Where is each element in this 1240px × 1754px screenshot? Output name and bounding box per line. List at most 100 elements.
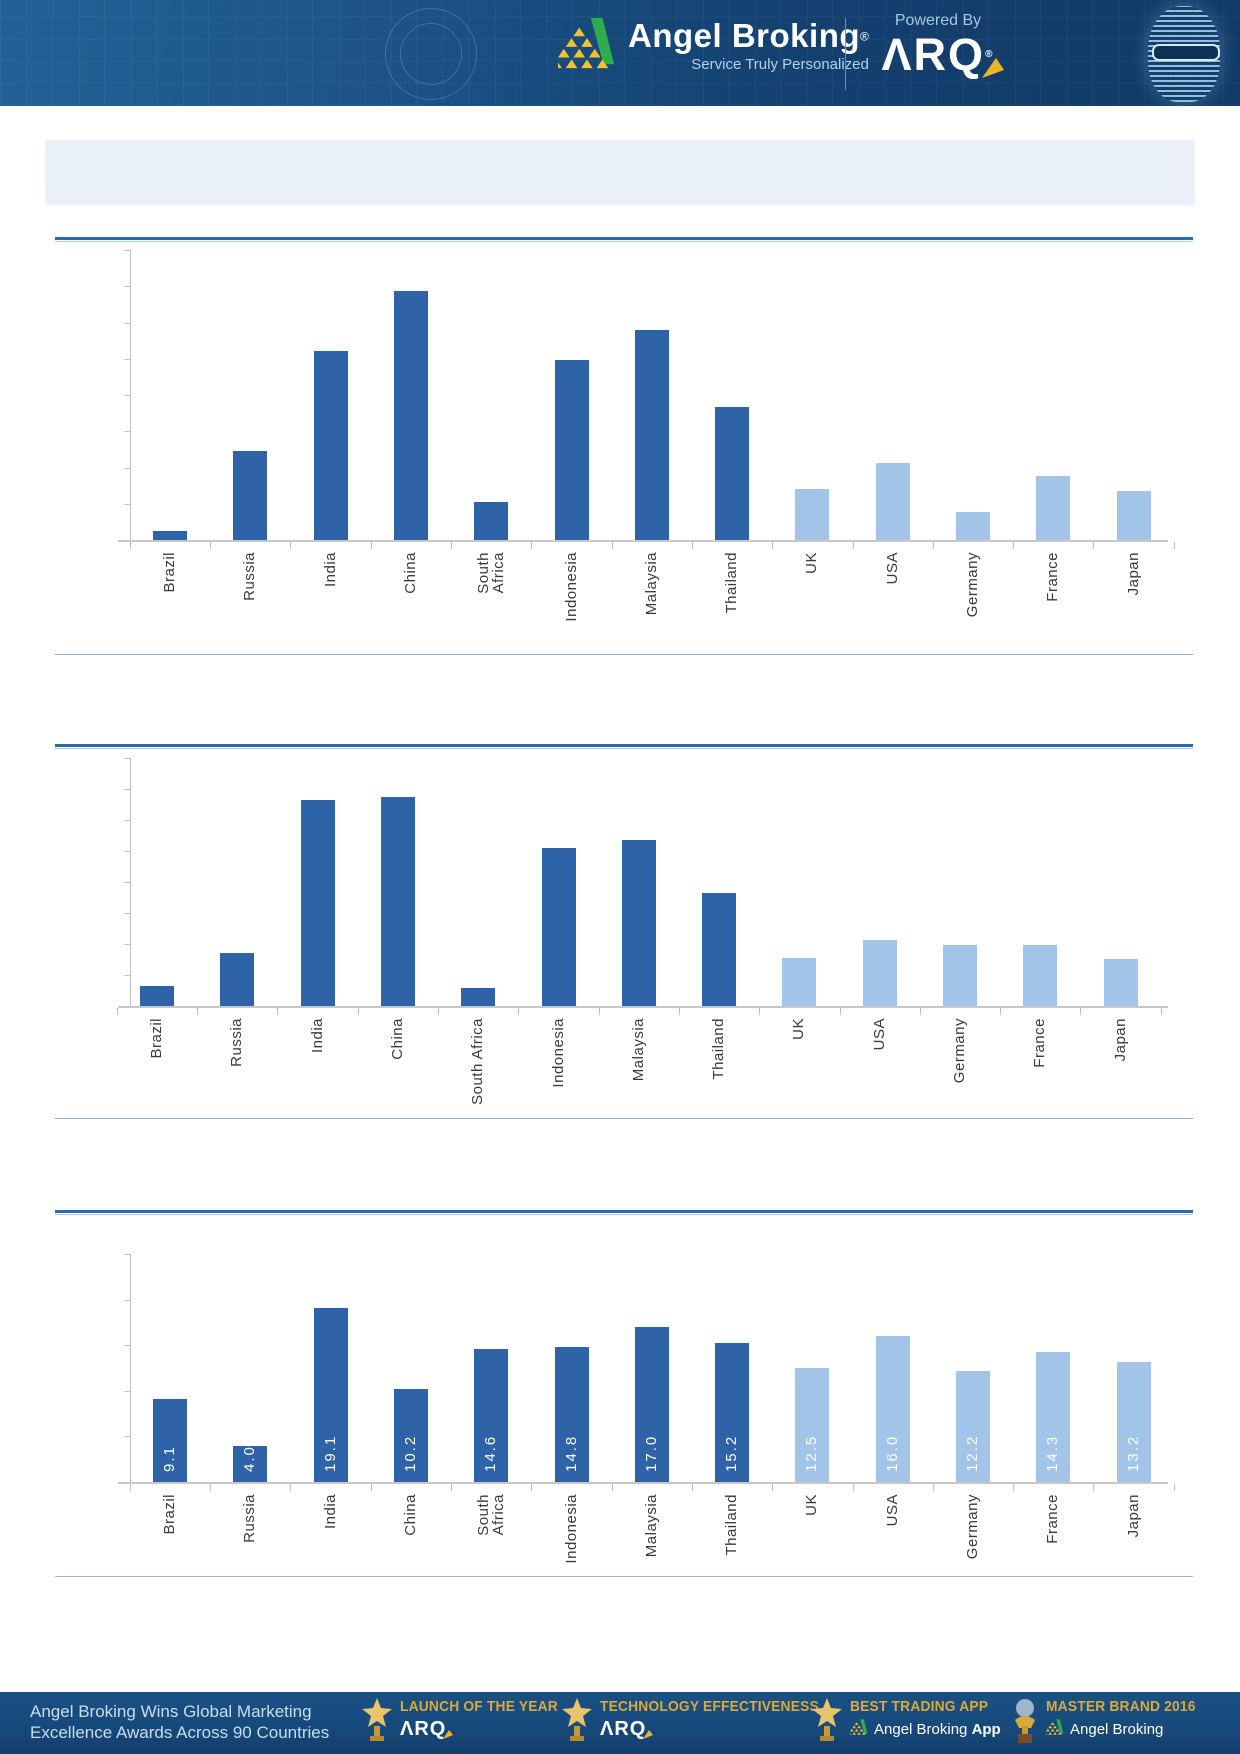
x-axis-tick [1093, 542, 1095, 549]
bar-japan [1117, 491, 1151, 540]
x-axis-tick [759, 1008, 761, 1015]
x-axis [118, 1482, 1168, 1484]
value-label: 16.0 [884, 1434, 901, 1472]
y-axis-tick [124, 758, 130, 759]
x-axis-tick [852, 542, 854, 549]
bar-china [394, 291, 428, 540]
category-label: Thailand [723, 552, 740, 614]
y-axis-tick [124, 882, 130, 883]
x-axis-tick [357, 1008, 359, 1015]
x-axis-tick [1000, 1008, 1002, 1015]
category-label: Thailand [710, 1018, 727, 1080]
category-label: South Africa [475, 1494, 507, 1536]
x-axis [118, 540, 1168, 542]
ring-decoration [400, 23, 462, 85]
section-divider [55, 654, 1193, 655]
category-label: UK [790, 1018, 807, 1040]
globe-trophy-icon [1015, 1699, 1035, 1743]
section-rule [55, 1210, 1193, 1213]
bar-thailand [715, 1343, 749, 1482]
bar-brazil [153, 531, 187, 540]
bar-indonesia [555, 1347, 589, 1482]
y-axis-tick [124, 322, 130, 324]
category-label: Indonesia [563, 1494, 580, 1564]
award-sub-label: Angel Broking App [874, 1721, 1001, 1738]
category-label: UK [803, 552, 820, 574]
x-axis-tick [611, 1484, 613, 1491]
registered-mark: ® [985, 49, 995, 60]
x-axis-tick [772, 1484, 774, 1491]
bar-south-africa [474, 1349, 508, 1482]
arq-spark-icon [643, 1730, 654, 1739]
value-label: 10.2 [402, 1434, 419, 1472]
x-axis-tick [451, 1484, 453, 1491]
x-axis-tick [438, 1008, 440, 1015]
category-label: Germany [964, 1494, 981, 1560]
bar-russia [233, 451, 267, 540]
category-label: USA [871, 1018, 888, 1051]
x-axis-tick [772, 542, 774, 549]
x-axis-tick [210, 1484, 212, 1491]
y-axis-tick [124, 1299, 130, 1301]
bar-thailand [702, 893, 736, 1006]
value-label: 12.5 [803, 1434, 820, 1472]
value-label: 19.1 [322, 1434, 339, 1472]
category-label: Malaysia [643, 1494, 660, 1558]
y-axis-tick [124, 503, 130, 505]
y-axis-tick [124, 1345, 130, 1347]
category-label: India [322, 1494, 339, 1530]
award-sub: Angel Broking App [847, 1718, 1001, 1741]
bar-malaysia [635, 1327, 669, 1482]
y-axis [130, 250, 131, 540]
bar-germany [956, 1371, 990, 1482]
star-trophy-icon [362, 1698, 392, 1741]
category-label: Malaysia [643, 552, 660, 616]
x-axis-tick [932, 1484, 934, 1491]
y-axis-tick [124, 250, 130, 251]
bar-south-africa [461, 988, 495, 1006]
y-axis-tick [124, 358, 130, 360]
arq-logo-small: ΛRQ [400, 1718, 454, 1740]
award-sub-label: Angel Broking [1070, 1721, 1164, 1738]
brand-name: Angel Broking® [628, 17, 869, 54]
bar-france [1036, 1352, 1070, 1482]
bar-uk [782, 958, 816, 1006]
section-rule-sub [55, 241, 1193, 242]
bar-france [1036, 476, 1070, 540]
y-axis-tick [124, 820, 130, 821]
x-axis-tick [919, 1008, 921, 1015]
x-axis-tick [1080, 1008, 1082, 1015]
bar-brazil [140, 986, 174, 1006]
star-trophy-icon [812, 1698, 842, 1741]
section-rule-sub [55, 748, 1193, 749]
category-label: Brazil [161, 552, 178, 593]
x-axis-tick [370, 542, 372, 549]
y-axis-tick [124, 851, 130, 852]
category-label: Brazil [161, 1494, 178, 1535]
category-label: India [322, 552, 339, 588]
category-label: Indonesia [563, 552, 580, 622]
bar-thailand [715, 407, 749, 540]
title-banner [45, 140, 1195, 205]
value-label: 14.6 [482, 1434, 499, 1472]
x-axis-tick [210, 542, 212, 549]
x-axis-tick [1013, 542, 1015, 549]
category-label: China [402, 552, 419, 594]
section-rule [55, 237, 1193, 240]
x-axis-tick [531, 542, 533, 549]
x-axis-tick [678, 1008, 680, 1015]
x-axis-tick [129, 542, 131, 549]
angel-triangle-icon [1043, 1718, 1064, 1741]
category-label: France [1044, 1494, 1061, 1544]
category-label: UK [803, 1494, 820, 1516]
bar-india [314, 1308, 348, 1482]
y-axis-tick [124, 395, 130, 396]
y-axis [130, 1254, 131, 1482]
award-sub: ΛRQ [400, 1718, 572, 1740]
x-axis-tick [290, 1484, 292, 1491]
category-label: USA [884, 552, 901, 585]
value-label: 14.8 [563, 1434, 580, 1472]
header: Angel Broking® Service Truly Personalize… [0, 0, 1240, 106]
section-divider [55, 1576, 1193, 1577]
category-label: Japan [1125, 1494, 1142, 1538]
